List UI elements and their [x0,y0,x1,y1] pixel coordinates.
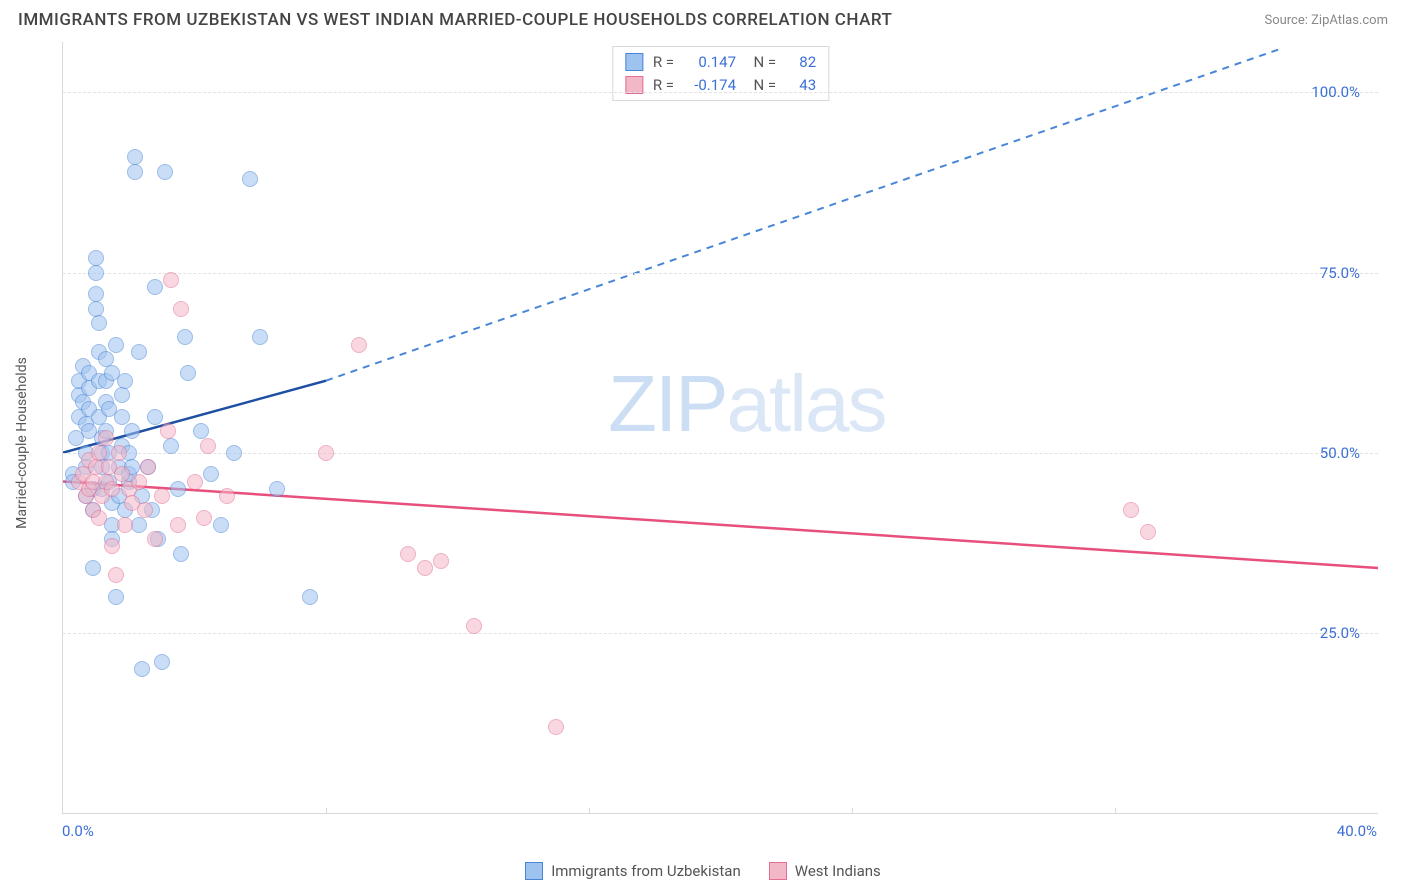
data-point [114,387,130,403]
data-point [160,423,176,439]
data-point [91,315,107,331]
data-point [219,488,235,504]
x-tick [852,808,853,814]
chart-area: Married-couple Households ZIPatlas R =0.… [18,42,1388,844]
gridline [63,273,1378,274]
data-point [85,560,101,576]
gridline [63,92,1378,93]
data-point [127,164,143,180]
data-point [131,474,147,490]
data-point [318,445,334,461]
data-point [1123,502,1139,518]
data-point [466,618,482,634]
data-point [134,661,150,677]
y-tick-label: 25.0% [1320,624,1360,642]
data-point [173,301,189,317]
y-tick-label: 50.0% [1320,444,1360,462]
data-point [88,265,104,281]
data-point [157,164,173,180]
data-point [242,171,258,187]
data-point [170,481,186,497]
data-point [187,474,203,490]
n-label: N = [746,51,776,74]
r-label: R = [653,51,674,74]
data-point [252,329,268,345]
watermark: ZIPatlas [608,358,885,450]
legend-label: Immigrants from Uzbekistan [551,862,741,880]
trend-lines [63,42,1378,813]
data-point [351,337,367,353]
data-point [137,502,153,518]
data-point [147,409,163,425]
data-point [98,430,114,446]
y-tick-label: 100.0% [1311,83,1360,101]
data-point [163,438,179,454]
data-point [400,546,416,562]
y-tick-label: 75.0% [1320,264,1360,282]
plot-region: ZIPatlas R =0.147 N =82R =-0.174 N =43 2… [62,42,1378,814]
r-value: 0.147 [684,51,736,74]
data-point [111,445,127,461]
data-point [269,481,285,497]
chart-title: IMMIGRANTS FROM UZBEKISTAN VS WEST INDIA… [18,10,892,30]
x-tick [326,808,327,814]
legend-swatch [625,53,643,71]
data-point [154,488,170,504]
data-point [226,445,242,461]
legend-label: West Indians [795,862,881,880]
data-point [302,589,318,605]
legend-swatch [625,76,643,94]
data-point [203,466,219,482]
data-point [548,719,564,735]
data-point [163,272,179,288]
x-tick [1115,808,1116,814]
watermark-thin: atlas [727,359,886,448]
legend-swatch [769,862,787,880]
gridline [63,453,1378,454]
x-tick [589,808,590,814]
data-point [131,344,147,360]
data-point [417,560,433,576]
data-point [108,589,124,605]
data-point [124,423,140,439]
data-point [104,481,120,497]
data-point [104,538,120,554]
legend-item: Immigrants from Uzbekistan [525,862,741,880]
legend-item: West Indians [769,862,881,880]
legend-swatch [525,862,543,880]
data-point [170,517,186,533]
data-point [154,654,170,670]
watermark-bold: ZIP [608,359,726,448]
data-point [200,438,216,454]
data-point [140,459,156,475]
data-point [91,510,107,526]
data-point [213,517,229,533]
data-point [180,365,196,381]
x-tick-label: 0.0% [62,822,94,840]
y-axis-label: Married-couple Households [14,357,30,529]
data-point [108,337,124,353]
data-point [1140,524,1156,540]
data-point [88,301,104,317]
footer-legend: Immigrants from Uzbekistan West Indians [0,862,1406,880]
data-point [117,517,133,533]
data-point [433,553,449,569]
data-point [147,531,163,547]
gridline [63,633,1378,634]
source-label: Source: ZipAtlas.com [1264,13,1388,28]
data-point [147,279,163,295]
data-point [177,329,193,345]
n-value: 82 [786,51,816,74]
data-point [88,250,104,266]
stats-row: R = 0.147 N = 82 [625,51,816,74]
data-point [173,546,189,562]
data-point [91,445,107,461]
x-tick-label: 40.0% [1337,822,1377,840]
data-point [108,567,124,583]
data-point [196,510,212,526]
data-point [114,409,130,425]
data-point [117,373,133,389]
